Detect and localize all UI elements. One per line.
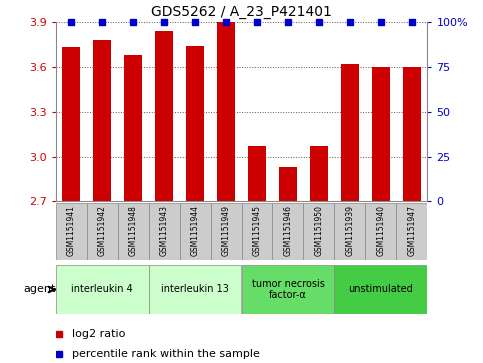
Bar [217,22,235,201]
Bar [272,203,303,260]
Text: GSM1151946: GSM1151946 [284,205,293,256]
Bar [149,265,242,314]
Text: unstimulated: unstimulated [349,285,413,294]
Bar [93,40,112,201]
Bar [334,203,366,260]
Text: GSM1151949: GSM1151949 [222,205,230,256]
Text: agent: agent [23,285,56,294]
Bar [366,203,397,260]
Bar [86,203,117,260]
Bar [242,203,272,260]
Text: GSM1151950: GSM1151950 [314,205,324,256]
Title: GDS5262 / A_23_P421401: GDS5262 / A_23_P421401 [151,5,332,19]
Text: GSM1151942: GSM1151942 [98,205,107,256]
Text: tumor necrosis
factor-α: tumor necrosis factor-α [252,279,325,300]
Text: percentile rank within the sample: percentile rank within the sample [72,349,260,359]
Bar [180,203,211,260]
Bar [372,67,390,201]
Bar [56,203,86,260]
Bar [334,265,427,314]
Bar [117,203,149,260]
Text: GSM1151939: GSM1151939 [345,205,355,256]
Bar [403,67,421,201]
Bar [242,265,334,314]
Bar [56,265,149,314]
Text: GSM1151941: GSM1151941 [67,205,75,256]
Text: log2 ratio: log2 ratio [72,329,126,339]
Bar [124,55,142,201]
Bar [397,203,427,260]
Bar [310,146,328,201]
Bar [303,203,334,260]
Bar [155,31,173,201]
Bar [248,146,266,201]
Text: GSM1151948: GSM1151948 [128,205,138,256]
Bar [211,203,242,260]
Bar [149,203,180,260]
Text: GSM1151947: GSM1151947 [408,205,416,256]
Bar [279,167,297,201]
Text: interleukin 4: interleukin 4 [71,285,133,294]
Text: GSM1151945: GSM1151945 [253,205,261,256]
Bar [186,46,204,201]
Bar [62,47,80,201]
Bar [341,64,359,201]
Text: GSM1151940: GSM1151940 [376,205,385,256]
Text: GSM1151944: GSM1151944 [190,205,199,256]
Text: interleukin 13: interleukin 13 [161,285,229,294]
Text: GSM1151943: GSM1151943 [159,205,169,256]
